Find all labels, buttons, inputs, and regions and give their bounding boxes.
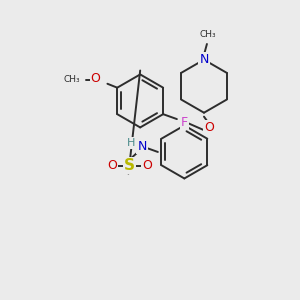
Text: CH₃: CH₃ bbox=[64, 75, 80, 84]
Text: H: H bbox=[127, 138, 136, 148]
Text: F: F bbox=[181, 116, 188, 128]
Text: CH₃: CH₃ bbox=[200, 30, 216, 39]
Text: O: O bbox=[91, 72, 100, 85]
Text: N: N bbox=[137, 140, 147, 153]
Text: S: S bbox=[124, 158, 135, 173]
Text: O: O bbox=[204, 121, 214, 134]
Text: N: N bbox=[199, 53, 209, 66]
Text: O: O bbox=[107, 159, 117, 172]
Text: O: O bbox=[142, 159, 152, 172]
